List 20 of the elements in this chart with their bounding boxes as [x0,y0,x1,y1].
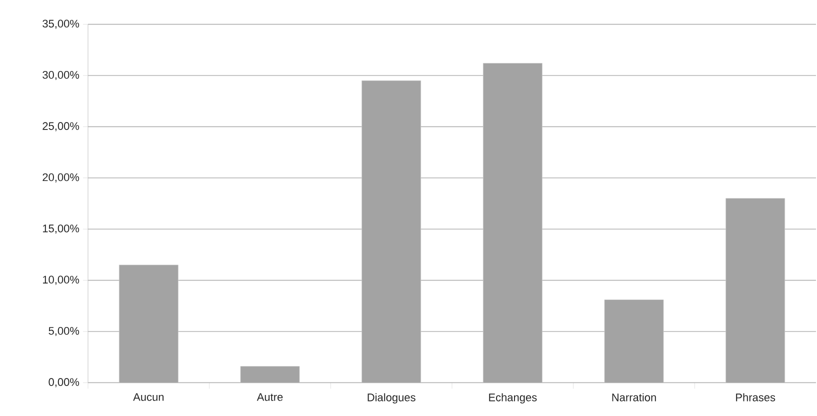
y-tick-label: 5,00% [48,326,80,336]
bar [482,63,542,383]
y-tick-label: 20,00% [42,173,80,182]
y-tick-label: 35,00% [42,20,80,29]
x-tick-label: Dialogues [368,393,416,404]
y-tick-label: 30,00% [42,70,80,80]
y-tick-label: 25,00% [42,122,80,132]
x-tick-label: Aucun [133,393,164,401]
bar [604,300,664,383]
bar [726,198,786,383]
x-tick-label: Echanges [489,393,537,404]
y-tick-label: 0,00% [48,378,80,388]
y-tick-label: 10,00% [42,276,80,285]
y-tick-label: 15,00% [42,224,80,234]
bar [240,366,300,383]
bar [118,264,178,383]
x-tick-label: Phrases [736,393,776,402]
bar [362,80,422,383]
x-tick-label: Autre [256,393,283,401]
x-tick-label: Narration [612,393,656,402]
